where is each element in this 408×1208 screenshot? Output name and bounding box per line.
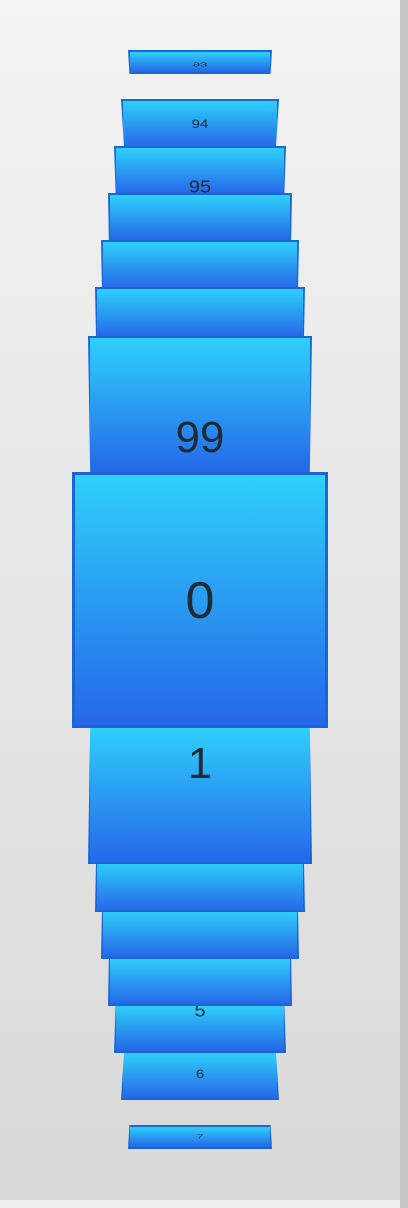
card-face [101,240,299,290]
card-face [72,472,328,728]
card-face [88,336,312,476]
picker-item[interactable]: 3 [101,909,299,959]
picker-item-label: 99 [175,413,225,462]
picker-item[interactable]: 7 [128,1125,272,1149]
card-face [108,956,292,1006]
card-face [101,909,299,959]
card-face [128,50,272,74]
picker-item[interactable]: 94 [121,99,279,149]
card-face [114,1003,286,1053]
picker-item[interactable]: 95 [114,146,286,196]
card-face [108,193,292,243]
picker-item[interactable]: 5 [114,1003,286,1053]
picker-item[interactable]: 93 [128,50,272,74]
picker-item[interactable]: 1 [88,724,312,864]
picker-item[interactable]: 97 [101,240,299,290]
horizontal-scrollbar[interactable] [0,1200,400,1208]
number-wheel-picker[interactable]: 93 94 95 96 97 98 99 7 6 5 4 [0,0,400,1200]
picker-item[interactable]: 96 [108,193,292,243]
picker-item[interactable]: 2 [95,860,305,912]
card-face [121,99,279,149]
selected-value: 0 [185,572,215,630]
card-face [128,1125,272,1149]
picker-item-label: 7 [196,1133,204,1140]
picker-item-label: 94 [191,117,209,132]
picker-item-label: 1 [187,739,213,788]
picker-item-label: 93 [192,61,208,68]
vertical-scrollbar[interactable] [400,0,408,1208]
picker-item-label: 5 [194,1003,206,1021]
picker-item[interactable]: 4 [108,956,292,1006]
picker-item[interactable]: 98 [95,287,305,339]
card-face [95,860,305,912]
picker-item[interactable]: 99 [88,336,312,476]
picker-item-label: 6 [195,1067,205,1082]
card-face [95,287,305,339]
picker-item[interactable]: 6 [121,1050,279,1100]
picker-item-label: 95 [188,177,212,196]
picker-item-selected[interactable]: 0 [72,472,328,728]
